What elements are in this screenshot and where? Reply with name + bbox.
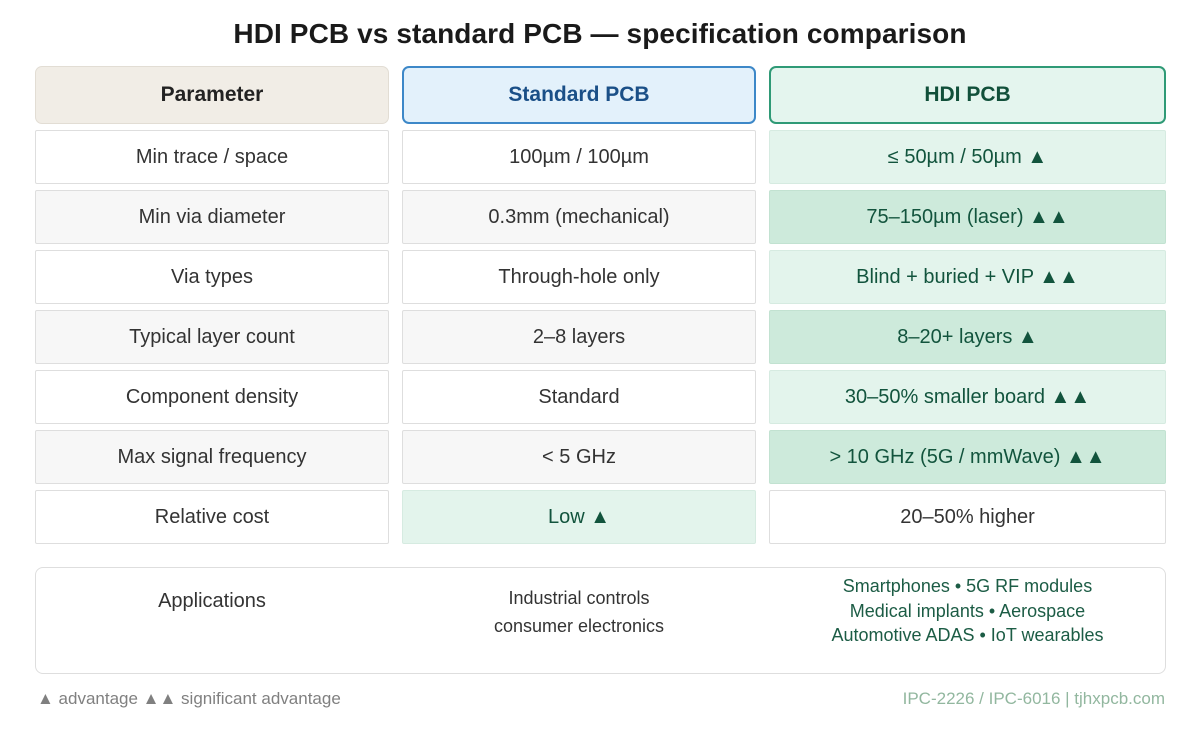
row-parameter: Via types [35, 250, 389, 304]
header-hdi-pcb: HDI PCB [769, 66, 1166, 124]
applications-standard: Industrial controls consumer electronics [402, 584, 756, 640]
row-standard-value: 2–8 layers [402, 310, 756, 364]
row-hdi-value: 30–50% smaller board ▲▲ [769, 370, 1166, 424]
row-parameter: Max signal frequency [35, 430, 389, 484]
row-parameter: Min trace / space [35, 130, 389, 184]
applications-label: Applications [158, 590, 266, 612]
applications-standard-line: consumer electronics [493, 616, 665, 636]
applications-row [35, 567, 1166, 674]
row-hdi-value: > 10 GHz (5G / mmWave) ▲▲ [769, 430, 1166, 484]
row-standard-value: Through-hole only [402, 250, 756, 304]
row-standard-value: 0.3mm (mechanical) [402, 190, 756, 244]
row-parameter: Min via diameter [35, 190, 389, 244]
applications-hdi-line: Automotive ADAS • IoT wearables [831, 625, 1104, 645]
legend-text: ▲ advantage ▲▲ significant advantage [37, 689, 341, 708]
row-hdi-value: Blind + buried + VIP ▲▲ [769, 250, 1166, 304]
row-hdi-value: 75–150µm (laser) ▲▲ [769, 190, 1166, 244]
row-standard-value: Standard [402, 370, 756, 424]
source-text: IPC-2226 / IPC-6016 | tjhxpcb.com [902, 689, 1165, 708]
row-standard-value: < 5 GHz [402, 430, 756, 484]
row-parameter: Relative cost [35, 490, 389, 544]
row-parameter: Component density [35, 370, 389, 424]
row-hdi-value: 8–20+ layers ▲ [769, 310, 1166, 364]
applications-standard-line: Industrial controls [508, 588, 650, 608]
applications-hdi-line: Medical implants • Aerospace [849, 600, 1086, 621]
page-title: HDI PCB vs standard PCB — specification … [233, 18, 967, 49]
applications-hdi: Smartphones • 5G RF modules Medical impl… [769, 574, 1166, 648]
row-parameter: Typical layer count [35, 310, 389, 364]
applications-hdi-line: Smartphones • 5G RF modules [842, 576, 1093, 596]
header-parameter: Parameter [35, 66, 389, 124]
row-hdi-value: ≤ 50µm / 50µm ▲ [769, 130, 1166, 184]
header-standard-pcb: Standard PCB [402, 66, 756, 124]
row-standard-value: Low ▲ [402, 490, 756, 544]
row-hdi-value: 20–50% higher [769, 490, 1166, 544]
row-standard-value: 100µm / 100µm [402, 130, 756, 184]
